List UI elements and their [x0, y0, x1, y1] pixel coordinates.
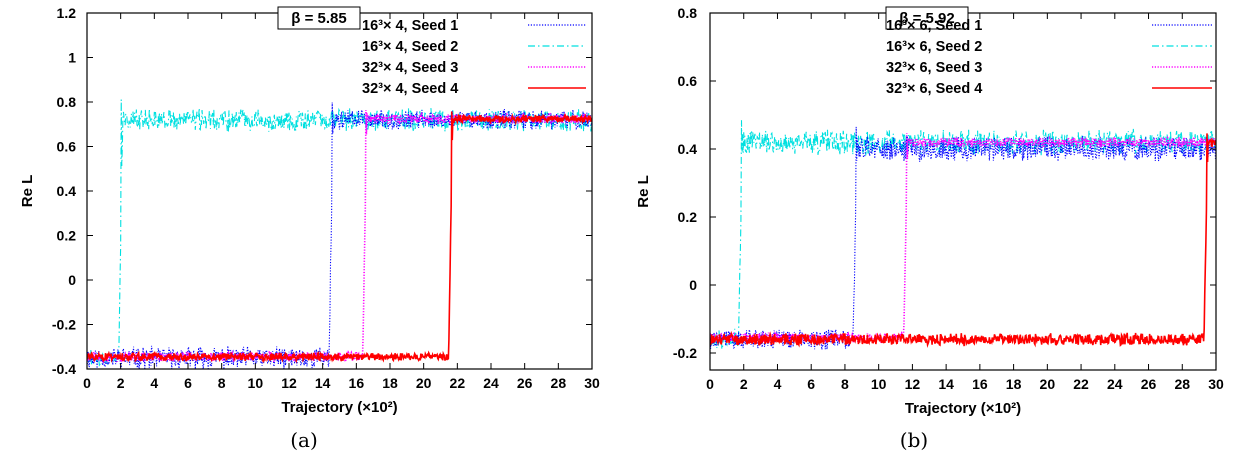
x-tick-label: 16 [972, 376, 988, 392]
y-tick-label: 0.2 [57, 228, 77, 244]
y-tick-label: 0.8 [678, 5, 698, 21]
x-tick-label: 12 [905, 376, 921, 392]
y-axis-label: Re L [635, 175, 652, 208]
series-line-3 [87, 109, 592, 365]
series-line-4 [87, 111, 592, 364]
legend-label: 32³× 6, Seed 4 [886, 81, 982, 97]
x-tick-label: 22 [1073, 376, 1089, 392]
x-tick-label: 22 [450, 375, 466, 391]
annotation-box [885, 6, 969, 30]
x-tick-label: 26 [1141, 376, 1157, 392]
x-tick-label: 2 [117, 375, 125, 391]
y-tick-label: 0 [68, 272, 76, 288]
series-line-3 [710, 133, 1216, 346]
x-tick-label: 28 [1174, 376, 1190, 392]
x-axis-label: Trajectory (×10²) [905, 400, 1021, 417]
legend-label: 32³× 6, Seed 3 [886, 60, 982, 76]
x-tick-label: 8 [841, 376, 849, 392]
plot-frame [86, 12, 593, 370]
x-tick-label: 6 [807, 376, 815, 392]
y-tick-label: -0.4 [52, 361, 76, 377]
x-tick-label: 16 [349, 375, 365, 391]
annotation-box [277, 6, 361, 30]
x-tick-label: 14 [315, 375, 331, 391]
legend-label: 32³× 4, Seed 3 [362, 60, 458, 76]
panel-caption: (a) [290, 428, 318, 452]
annotation-text: β = 5.92 [899, 10, 954, 27]
x-axis-label: Trajectory (×10²) [281, 399, 397, 416]
legend-label: 32³× 4, Seed 4 [362, 81, 458, 97]
y-tick-label: 0 [689, 277, 697, 293]
y-tick-label: 0.4 [57, 183, 77, 199]
x-tick-label: 24 [1107, 376, 1123, 392]
chart-panel-a: 0 2 4 6 8 10 12 14 16 18 20 22 24 26 28 30-0.4-0.200.20… [19, 5, 600, 452]
x-tick-label: 0 [706, 376, 714, 392]
annotation-text: β = 5.85 [291, 10, 346, 27]
x-tick-label: 30 [1208, 376, 1224, 392]
y-tick-label: 0.8 [57, 94, 77, 110]
x-tick-label: 18 [382, 375, 398, 391]
x-tick-label: 10 [248, 375, 264, 391]
x-tick-label: 2 [740, 376, 748, 392]
x-tick-label: 0 [83, 375, 91, 391]
x-tick-label: 4 [150, 375, 158, 391]
legend-label: 16³× 4, Seed 2 [362, 39, 458, 55]
panel-caption: (b) [900, 428, 928, 452]
x-tick-label: 30 [584, 375, 600, 391]
y-tick-label: 1 [68, 50, 76, 66]
legend-label: 16³× 6, Seed 1 [886, 18, 982, 34]
x-tick-label: 20 [416, 375, 432, 391]
x-tick-label: 14 [938, 376, 954, 392]
y-tick-label: -0.2 [52, 317, 76, 333]
x-tick-label: 4 [774, 376, 782, 392]
x-tick-label: 6 [184, 375, 192, 391]
series-line-2 [87, 99, 592, 367]
x-tick-label: 8 [218, 375, 226, 391]
y-tick-label: -0.2 [673, 345, 697, 361]
x-tick-label: 10 [871, 376, 887, 392]
y-axis-label: Re L [19, 175, 36, 208]
y-tick-label: 0.6 [678, 73, 698, 89]
y-tick-label: 0.2 [678, 209, 698, 225]
chart-panel-b: 0 2 4 6 8 10 12 14 16 18 20 22 24 26 28 30-0.200.20.40.… [635, 5, 1224, 452]
x-tick-label: 18 [1006, 376, 1022, 392]
x-tick-label: 20 [1040, 376, 1056, 392]
series-line-4 [710, 133, 1216, 348]
series-line-2 [710, 120, 1216, 350]
y-tick-label: 0.6 [57, 139, 77, 155]
legend-label: 16³× 4, Seed 1 [362, 18, 458, 34]
series-line-1 [87, 102, 592, 369]
y-tick-label: 1.2 [57, 5, 77, 21]
x-tick-label: 26 [517, 375, 533, 391]
x-tick-label: 24 [483, 375, 499, 391]
series-group [87, 99, 592, 369]
series-group [710, 120, 1216, 350]
x-tick-label: 28 [551, 375, 567, 391]
legend-label: 16³× 6, Seed 2 [886, 39, 982, 55]
x-tick-label: 12 [281, 375, 297, 391]
series-line-1 [710, 126, 1216, 350]
y-tick-label: 0.4 [678, 141, 698, 157]
